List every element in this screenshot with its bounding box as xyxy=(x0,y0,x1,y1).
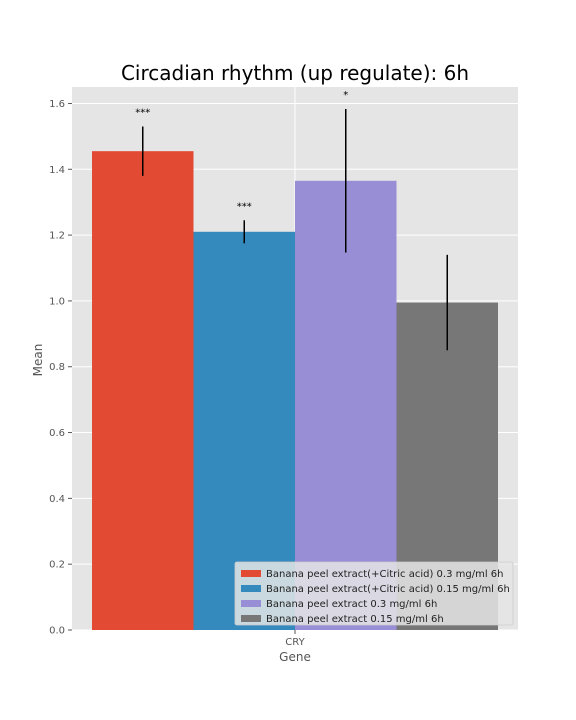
x-axis-ticks: CRY xyxy=(285,630,306,648)
significance-label: *** xyxy=(237,201,252,212)
x-axis-label: Gene xyxy=(279,650,311,664)
y-tick-label: 0.8 xyxy=(49,362,65,373)
legend-swatch xyxy=(241,600,261,607)
significance-label: * xyxy=(343,90,348,101)
chart-title: Circadian rhythm (up regulate): 6h xyxy=(121,61,469,85)
legend-box xyxy=(234,561,514,626)
significance-labels: ******* xyxy=(135,90,348,212)
y-tick-label: 1.2 xyxy=(49,231,65,242)
legend: Banana peel extract(+Citric acid) 0.3 mg… xyxy=(234,561,514,626)
y-tick-label: 1.4 xyxy=(49,165,65,176)
x-tick-label: CRY xyxy=(285,637,305,648)
bar xyxy=(295,180,397,631)
y-tick-label: 0.6 xyxy=(49,428,65,439)
y-tick-label: 0.4 xyxy=(49,494,65,505)
bar xyxy=(92,151,194,630)
legend-swatch xyxy=(241,615,261,622)
y-axis-label: Mean xyxy=(31,344,45,377)
y-tick-label: 0.2 xyxy=(49,560,65,571)
error-bars-group xyxy=(142,109,448,351)
legend-label: Banana peel extract(+Citric acid) 0.15 m… xyxy=(266,584,510,595)
legend-label: Banana peel extract(+Citric acid) 0.3 mg… xyxy=(266,569,503,580)
legend-label: Banana peel extract 0.3 mg/ml 6h xyxy=(266,599,437,610)
y-tick-label: 0.0 xyxy=(49,626,65,637)
legend-swatch xyxy=(241,585,261,592)
legend-label: Banana peel extract 0.15 mg/ml 6h xyxy=(266,614,444,625)
y-tick-label: 1.6 xyxy=(49,99,65,110)
significance-label: *** xyxy=(135,107,150,118)
y-tick-label: 1.0 xyxy=(49,296,65,307)
legend-swatch xyxy=(241,570,261,577)
y-axis-ticks: 0.0 0.2 0.4 0.6 0.8 1.0 1.2 1.4 1.6 xyxy=(49,99,72,637)
